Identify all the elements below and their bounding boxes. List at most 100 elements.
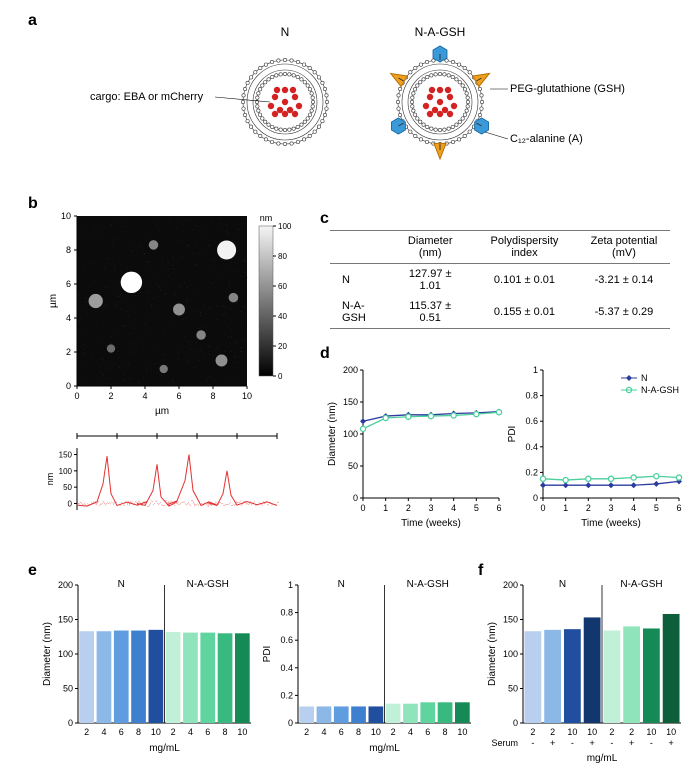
svg-text:0.8: 0.8 xyxy=(280,608,293,618)
svg-text:200: 200 xyxy=(58,580,73,590)
svg-text:2: 2 xyxy=(609,727,614,737)
svg-text:200: 200 xyxy=(503,580,518,590)
svg-text:0: 0 xyxy=(288,718,293,728)
panel-label-a: a xyxy=(28,12,37,30)
svg-text:N: N xyxy=(559,579,566,590)
svg-text:8: 8 xyxy=(443,727,448,737)
svg-text:10: 10 xyxy=(666,727,676,737)
svg-text:6: 6 xyxy=(66,279,71,289)
svg-text:Diameter (nm): Diameter (nm) xyxy=(327,402,338,466)
svg-text:+: + xyxy=(668,738,673,748)
svg-text:PEG-glutathione (GSH): PEG-glutathione (GSH) xyxy=(510,83,625,95)
svg-text:4: 4 xyxy=(451,503,456,513)
svg-text:N-A-GSH: N-A-GSH xyxy=(407,579,449,590)
figure-root: a NN-A-GSHcargo: EBA or mCherryPEG-gluta… xyxy=(0,0,694,777)
svg-text:Diameter (nm): Diameter (nm) xyxy=(42,622,53,686)
svg-text:100: 100 xyxy=(278,222,292,231)
svg-text:0: 0 xyxy=(68,718,73,728)
svg-text:N: N xyxy=(338,579,345,590)
svg-text:150: 150 xyxy=(59,451,73,460)
table-cell: 127.97 ± 1.01 xyxy=(389,264,471,297)
svg-text:1: 1 xyxy=(383,503,388,513)
svg-text:10: 10 xyxy=(61,211,71,221)
svg-text:2: 2 xyxy=(391,727,396,737)
panel-label-b: b xyxy=(28,195,38,213)
svg-text:C₁₂-alanine (A): C₁₂-alanine (A) xyxy=(510,133,583,145)
table-c: Diameter (nm)Polydispersity indexZeta po… xyxy=(330,230,670,329)
svg-text:3: 3 xyxy=(608,503,613,513)
svg-text:8: 8 xyxy=(223,727,228,737)
svg-text:10: 10 xyxy=(567,727,577,737)
svg-text:PDI: PDI xyxy=(507,426,518,443)
svg-text:nm: nm xyxy=(45,473,55,486)
svg-text:2: 2 xyxy=(530,727,535,737)
svg-text:-: - xyxy=(650,738,653,748)
svg-text:4: 4 xyxy=(631,503,636,513)
svg-text:Serum: Serum xyxy=(491,738,518,748)
svg-text:N: N xyxy=(641,373,648,383)
svg-text:2: 2 xyxy=(108,391,113,401)
chart-d-diameter: 0123456050100150200Time (weeks)Diameter … xyxy=(325,360,505,530)
svg-text:0: 0 xyxy=(74,391,79,401)
svg-text:6: 6 xyxy=(425,727,430,737)
svg-text:4: 4 xyxy=(66,313,71,323)
table-header: Polydispersity index xyxy=(471,231,578,264)
svg-text:2: 2 xyxy=(304,727,309,737)
svg-text:2: 2 xyxy=(629,727,634,737)
svg-text:1: 1 xyxy=(533,365,538,375)
svg-text:2: 2 xyxy=(586,503,591,513)
table-cell: 0.155 ± 0.01 xyxy=(471,296,578,329)
svg-text:50: 50 xyxy=(63,684,73,694)
svg-text:Time (weeks): Time (weeks) xyxy=(581,518,641,529)
svg-text:100: 100 xyxy=(343,429,358,439)
svg-text:4: 4 xyxy=(321,727,326,737)
svg-text:0: 0 xyxy=(533,493,538,503)
chart-e-diameter: 050100150200Diameter (nm)246810246810NN-… xyxy=(40,575,255,765)
svg-text:0: 0 xyxy=(540,503,545,513)
svg-text:0: 0 xyxy=(66,381,71,391)
svg-text:+: + xyxy=(629,738,634,748)
svg-text:0.4: 0.4 xyxy=(280,663,293,673)
svg-text:Diameter (nm): Diameter (nm) xyxy=(487,622,498,686)
svg-text:8: 8 xyxy=(136,727,141,737)
panel-label-c: c xyxy=(320,210,329,228)
table-c-wrap: Diameter (nm)Polydispersity indexZeta po… xyxy=(330,230,670,329)
svg-text:100: 100 xyxy=(59,467,73,476)
table-cell: N xyxy=(330,264,389,297)
svg-text:0.2: 0.2 xyxy=(280,690,293,700)
svg-text:40: 40 xyxy=(278,312,287,321)
svg-text:0.4: 0.4 xyxy=(525,442,538,452)
svg-text:6: 6 xyxy=(496,503,501,513)
svg-text:8: 8 xyxy=(66,245,71,255)
svg-text:N-A-GSH: N-A-GSH xyxy=(415,25,466,39)
svg-text:N-A-GSH: N-A-GSH xyxy=(187,579,229,590)
afm-profile: 0246810050100150nm xyxy=(45,430,305,530)
svg-text:2: 2 xyxy=(550,727,555,737)
svg-text:60: 60 xyxy=(278,282,287,291)
svg-text:8: 8 xyxy=(235,430,240,432)
svg-text:1: 1 xyxy=(563,503,568,513)
svg-text:N-A-GSH: N-A-GSH xyxy=(620,579,662,590)
svg-text:mg/mL: mg/mL xyxy=(369,743,400,754)
table-header: Diameter (nm) xyxy=(389,231,471,264)
panel-a-diagram: NN-A-GSHcargo: EBA or mCherryPEG-glutath… xyxy=(60,22,660,192)
svg-text:+: + xyxy=(589,738,594,748)
svg-text:50: 50 xyxy=(63,483,72,492)
svg-text:4: 4 xyxy=(188,727,193,737)
svg-text:0: 0 xyxy=(75,430,80,432)
svg-text:10: 10 xyxy=(587,727,597,737)
chart-e-pdi: 00.20.40.60.81PDI246810246810NN-A-GSHmg/… xyxy=(260,575,475,765)
svg-text:200: 200 xyxy=(343,365,358,375)
svg-text:2: 2 xyxy=(171,727,176,737)
svg-text:N: N xyxy=(118,579,125,590)
svg-text:µm: µm xyxy=(48,294,59,308)
svg-text:10: 10 xyxy=(242,391,252,401)
svg-text:N: N xyxy=(281,25,290,39)
svg-text:µm: µm xyxy=(155,406,169,417)
svg-text:150: 150 xyxy=(503,615,518,625)
svg-text:-: - xyxy=(610,738,613,748)
svg-text:20: 20 xyxy=(278,342,287,351)
svg-text:0.6: 0.6 xyxy=(280,635,293,645)
svg-text:4: 4 xyxy=(408,727,413,737)
svg-text:0: 0 xyxy=(353,493,358,503)
